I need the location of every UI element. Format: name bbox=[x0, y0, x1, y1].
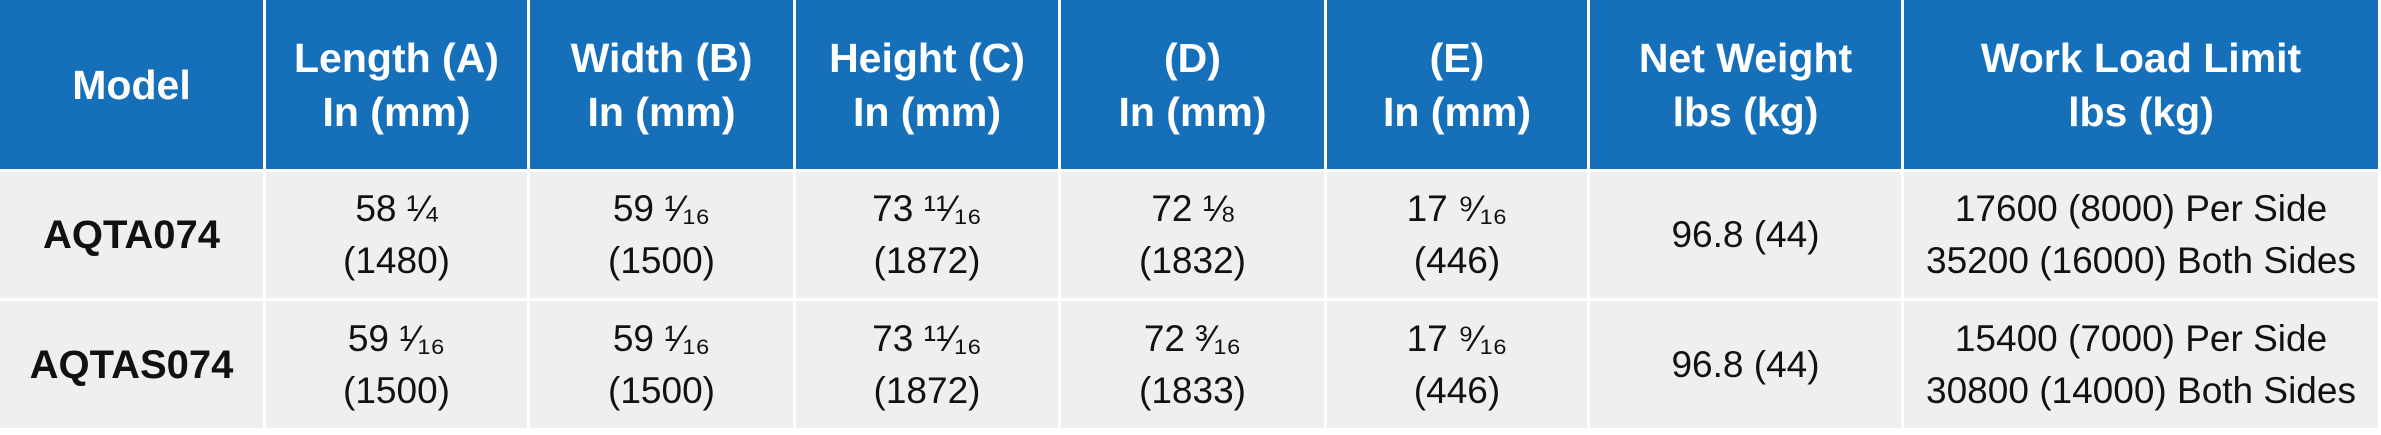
cell-text: 96.8 (44) bbox=[1671, 343, 1820, 385]
cell-text: 17 ⁹⁄₁₆ bbox=[1406, 317, 1508, 359]
data-cell: 59 ¹⁄₁₆ (1500) bbox=[530, 172, 796, 301]
cell-text: 15400 (7000) Per Side bbox=[1954, 317, 2328, 359]
header-cell: (D) In (mm) bbox=[1061, 0, 1327, 172]
cell-text: 72 ³⁄₁₆ bbox=[1143, 317, 1242, 359]
cell-text: AQTAS074 bbox=[29, 342, 234, 387]
cell-text: (1833) bbox=[1139, 369, 1246, 411]
data-cell: 17600 (8000) Per Side 35200 (16000) Both … bbox=[1904, 172, 2381, 301]
header-cell: Width (B) In (mm) bbox=[530, 0, 796, 172]
cell-text: 30800 (14000) Both Sides bbox=[1926, 369, 2356, 411]
data-cell: 72 ⅛ (1832) bbox=[1061, 172, 1327, 301]
cell-text: 72 ⅛ bbox=[1151, 188, 1234, 229]
cell-text: 96.8 (44) bbox=[1671, 214, 1820, 255]
cell-text: lbs (kg) bbox=[1672, 88, 1819, 135]
cell-text: (1872) bbox=[873, 240, 981, 281]
cell-text: 17600 (8000) Per Side bbox=[1954, 188, 2328, 229]
cell-text: Width (B) bbox=[570, 34, 753, 81]
cell-text: Length (A) bbox=[294, 34, 499, 81]
data-cell: 96.8 (44) bbox=[1590, 172, 1904, 301]
cell-text: 35200 (16000) Both Sides bbox=[1926, 240, 2356, 281]
data-cell: 15400 (7000) Per Side 30800 (14000) Both … bbox=[1904, 301, 2381, 431]
header-cell: Net Weight lbs (kg) bbox=[1590, 0, 1904, 172]
data-cell: 58 ¼ (1480) bbox=[266, 172, 530, 301]
cell-text: (E) bbox=[1429, 34, 1485, 81]
cell-text: Work Load Limit bbox=[1980, 34, 2302, 81]
cell-text: 59 ¹⁄₁₆ bbox=[347, 317, 446, 359]
cell-text: In (mm) bbox=[587, 88, 736, 135]
data-cell: 59 ¹⁄₁₆ (1500) bbox=[530, 301, 796, 431]
cell-text: (D) bbox=[1164, 34, 1221, 81]
cell-text: (1480) bbox=[343, 240, 450, 281]
cell-text: 59 ¹⁄₁₆ bbox=[612, 188, 711, 229]
cell-text: 59 ¹⁄₁₆ bbox=[612, 317, 711, 359]
cell-text: Net Weight bbox=[1638, 34, 1853, 81]
cell-text: AQTA074 bbox=[42, 213, 221, 257]
header-cell: Work Load Limit lbs (kg) bbox=[1904, 0, 2381, 172]
cell-text: lbs (kg) bbox=[2068, 88, 2214, 135]
model-cell: AQTAS074 bbox=[0, 301, 266, 431]
data-cell: 73 ¹¹⁄₁₆ (1872) bbox=[796, 301, 1061, 431]
cell-text: Height (C) bbox=[829, 34, 1025, 81]
data-cell: 17 ⁹⁄₁₆ (446) bbox=[1327, 172, 1590, 301]
data-cell: 72 ³⁄₁₆ (1833) bbox=[1061, 301, 1327, 431]
cell-text: In (mm) bbox=[322, 88, 471, 135]
cell-text: 58 ¼ bbox=[355, 188, 438, 229]
data-cell: 73 ¹¹⁄₁₆ (1872) bbox=[796, 172, 1061, 301]
cell-text: (1500) bbox=[608, 240, 715, 281]
cell-text: (1872) bbox=[873, 369, 981, 411]
cell-text: 73 ¹¹⁄₁₆ bbox=[872, 188, 982, 229]
cell-text: 17 ⁹⁄₁₆ bbox=[1406, 188, 1508, 229]
header-cell: Height (C) In (mm) bbox=[796, 0, 1061, 172]
cell-text: (1500) bbox=[343, 369, 450, 411]
header-cell: Model bbox=[0, 0, 266, 172]
cell-text: In (mm) bbox=[852, 88, 1002, 135]
data-cell: 59 ¹⁄₁₆ (1500) bbox=[266, 301, 530, 431]
cell-text: (446) bbox=[1413, 240, 1501, 281]
cell-text: (1832) bbox=[1139, 240, 1246, 281]
header-cell: Length (A) In (mm) bbox=[266, 0, 530, 172]
cell-text: (1500) bbox=[608, 369, 715, 411]
model-cell: AQTA074 bbox=[0, 172, 266, 301]
cell-text: 73 ¹¹⁄₁₆ bbox=[872, 317, 982, 359]
data-cell: 17 ⁹⁄₁₆ (446) bbox=[1327, 301, 1590, 431]
cell-text: (446) bbox=[1413, 369, 1501, 411]
data-cell: 96.8 (44) bbox=[1590, 301, 1904, 431]
cell-text: In (mm) bbox=[1118, 88, 1267, 135]
header-cell: (E) In (mm) bbox=[1327, 0, 1590, 172]
cell-text: In (mm) bbox=[1382, 88, 1532, 135]
cell-text: Model bbox=[72, 61, 191, 108]
